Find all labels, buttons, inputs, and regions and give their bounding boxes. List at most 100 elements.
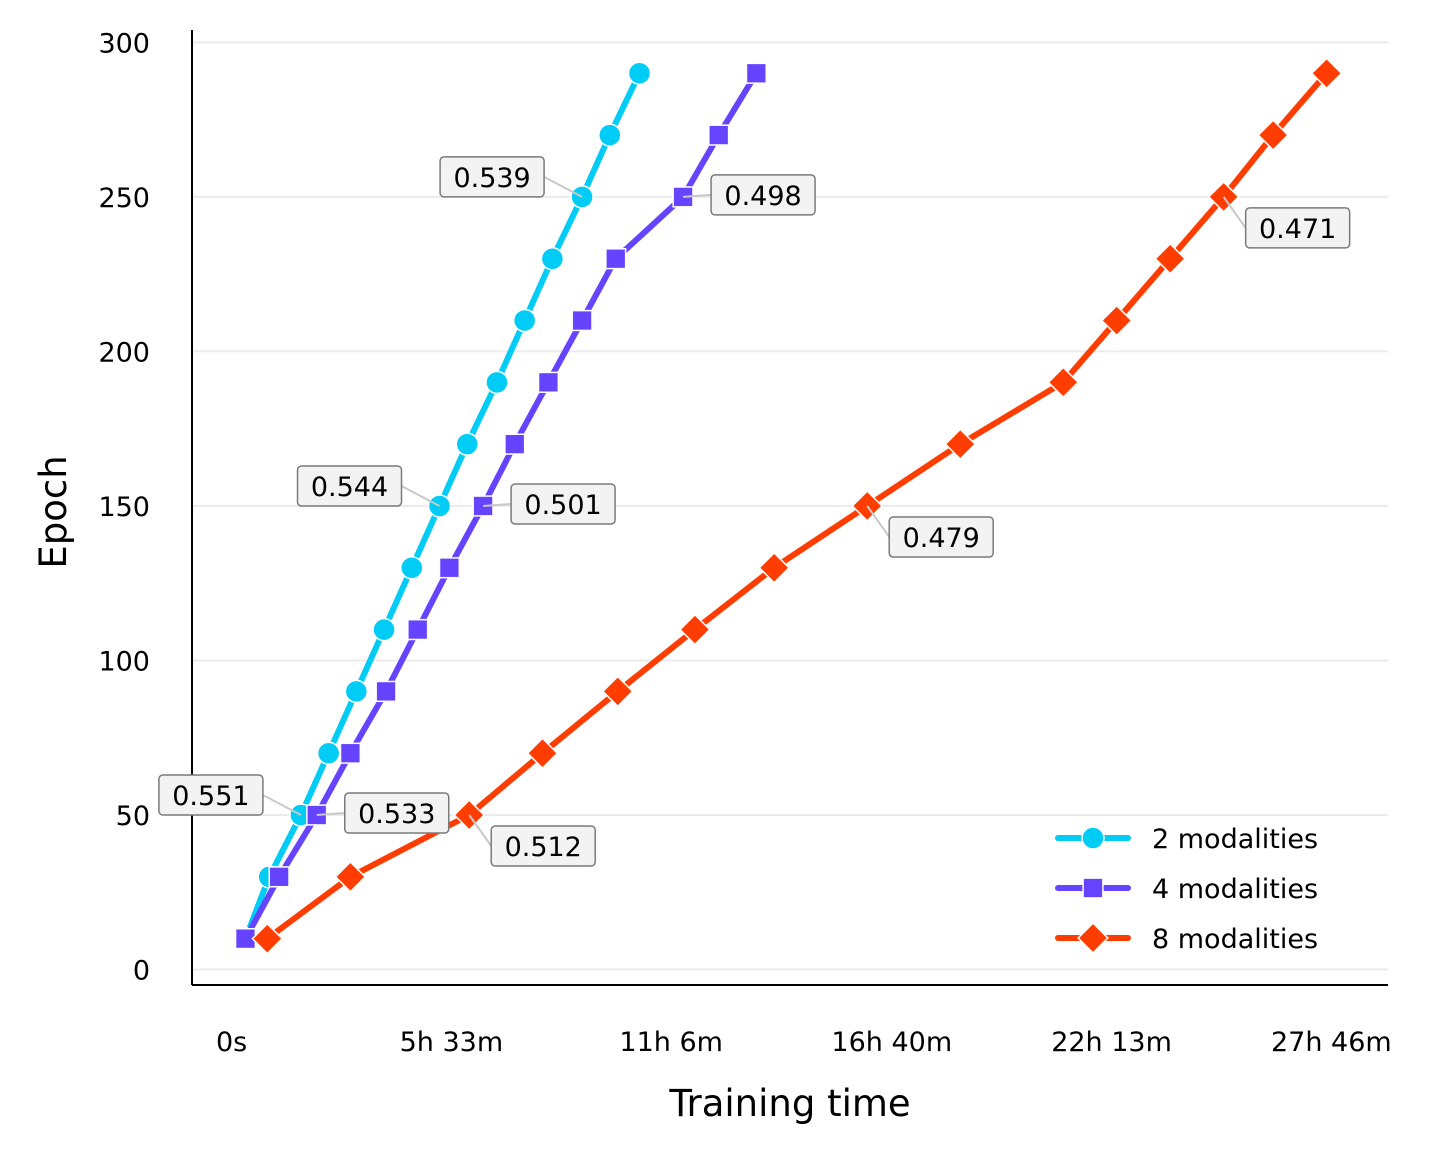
- data-point-diamond: [526, 737, 559, 770]
- y-tick-label: 50: [116, 801, 150, 832]
- legend-marker-diamond: [1077, 922, 1109, 954]
- data-point-diamond: [1047, 366, 1080, 399]
- data-point-diamond: [251, 922, 284, 955]
- data-point-circle: [485, 370, 509, 395]
- data-point-diamond: [334, 860, 367, 893]
- x-tick-label: 27h 46m: [1271, 1027, 1392, 1058]
- annotation-label: 0.479: [903, 523, 980, 554]
- annotation-connector: [866, 505, 891, 538]
- annotation-connector: [683, 193, 712, 198]
- data-point-circle: [540, 246, 565, 271]
- data-point-diamond: [1207, 180, 1240, 213]
- legend-label: 8 modalities: [1152, 924, 1318, 955]
- annotation-8-modalities: 0.471: [1222, 196, 1351, 249]
- annotation-connector: [483, 502, 512, 507]
- annotation-box: [490, 825, 596, 867]
- data-point-circle: [627, 61, 652, 86]
- legend: 2 modalities 4 modalities 8 modalities: [1055, 824, 1318, 955]
- x-axis-label: Training time: [668, 1082, 910, 1125]
- x-tick-label: 22h 13m: [1051, 1027, 1172, 1058]
- annotation-connector: [401, 485, 440, 507]
- annotation-8-modalities: 0.479: [866, 505, 994, 558]
- legend-marker-circle: [1081, 826, 1105, 850]
- y-tick-label: 200: [98, 337, 150, 368]
- legend-label: 2 modalities: [1152, 824, 1318, 855]
- data-point-diamond: [758, 551, 791, 584]
- data-point-square: [268, 866, 290, 888]
- data-point-circle: [455, 432, 479, 456]
- data-point-square: [339, 742, 362, 764]
- annotations: 0.551 0.544 0.539 0.533 0.501 0.498 0.512 0.479…: [158, 156, 1351, 867]
- annotation-2-modalities: 0.544: [296, 465, 440, 507]
- tick-labels: 0 50 100 150 200 250 300 0s 5h 33m 11h 6m 16h 40m 2…: [98, 28, 1391, 1058]
- annotation-label: 0.544: [311, 472, 388, 503]
- annotation-box: [710, 174, 816, 216]
- annotation-4-modalities: 0.498: [683, 174, 816, 216]
- annotation-label: 0.539: [453, 163, 530, 194]
- annotation-box: [158, 774, 264, 816]
- annotation-label: 0.533: [358, 799, 435, 830]
- y-tick-label: 0: [133, 956, 150, 987]
- data-point-circle: [372, 617, 396, 642]
- annotation-label: 0.498: [724, 181, 801, 212]
- x-tick-label: 0s: [216, 1027, 247, 1058]
- legend-marker-square: [1082, 877, 1104, 899]
- data-point-diamond: [1310, 57, 1343, 90]
- annotation-box: [343, 792, 450, 834]
- y-tick-label: 300: [98, 28, 150, 59]
- data-point-circle: [512, 308, 537, 333]
- data-point-square: [504, 433, 526, 455]
- annotation-label: 0.551: [172, 781, 249, 812]
- annotation-connector: [316, 812, 345, 817]
- y-tick-label: 250: [98, 183, 150, 214]
- data-point-square: [605, 248, 627, 270]
- x-tick-label: 11h 6m: [619, 1027, 723, 1058]
- data-point-circle: [316, 741, 341, 765]
- y-tick-label: 100: [98, 646, 150, 677]
- annotation-2-modalities: 0.539: [439, 156, 583, 198]
- data-point-square: [571, 309, 593, 332]
- legend-item-2-modalities: 2 modalities: [1055, 824, 1318, 855]
- annotation-label: 0.501: [524, 490, 601, 521]
- data-point-square: [745, 62, 767, 84]
- annotation-connector: [468, 814, 493, 847]
- annotation-box: [1244, 207, 1351, 249]
- annotation-2-modalities: 0.551: [158, 774, 302, 816]
- annotation-label: 0.512: [505, 832, 582, 863]
- data-point-square: [708, 124, 730, 146]
- annotation-connector: [1222, 196, 1247, 229]
- annotation-connector: [543, 176, 583, 198]
- x-tick-label: 5h 33m: [400, 1027, 504, 1058]
- annotation-4-modalities: 0.533: [316, 792, 450, 834]
- annotation-8-modalities: 0.512: [468, 814, 596, 867]
- data-point-circle: [400, 556, 424, 580]
- y-tick-label: 150: [98, 492, 150, 523]
- annotation-4-modalities: 0.501: [483, 483, 616, 525]
- data-point-circle: [427, 494, 452, 518]
- y-axis-label: Epoch: [32, 455, 75, 568]
- data-point-diamond: [1100, 304, 1133, 337]
- legend-label: 4 modalities: [1152, 874, 1318, 905]
- data-point-diamond: [1154, 242, 1187, 275]
- legend-item-4-modalities: 4 modalities: [1055, 874, 1318, 905]
- annotation-box: [510, 483, 616, 525]
- data-point-diamond: [679, 613, 711, 646]
- annotation-box: [439, 156, 545, 198]
- annotation-box: [888, 516, 994, 558]
- data-point-circle: [344, 679, 369, 704]
- annotation-box: [296, 465, 403, 507]
- data-point-diamond: [944, 428, 977, 461]
- axes: [191, 30, 1388, 986]
- legend-item-8-modalities: 8 modalities: [1055, 922, 1318, 955]
- data-point-square: [407, 618, 429, 641]
- data-point-diamond: [1257, 119, 1290, 151]
- annotation-label: 0.471: [1259, 214, 1336, 245]
- data-point-circle: [598, 123, 622, 147]
- data-point-square: [438, 557, 461, 579]
- data-point-square: [375, 680, 397, 703]
- x-tick-label: 16h 40m: [831, 1027, 952, 1058]
- data-point-square: [537, 371, 560, 393]
- annotation-connector: [262, 794, 302, 816]
- data-point-diamond: [601, 675, 634, 708]
